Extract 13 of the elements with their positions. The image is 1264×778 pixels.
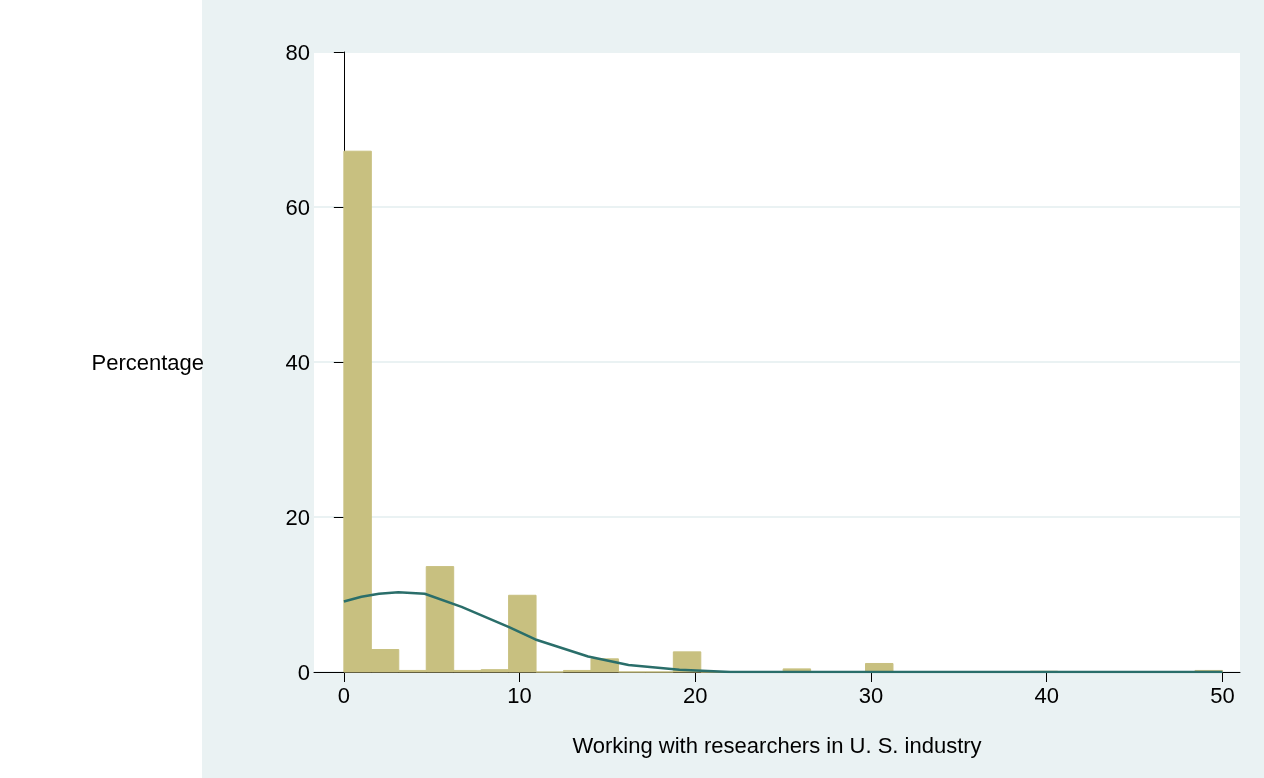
y-tick-label: 0	[297, 659, 310, 685]
y-tick-label: 20	[285, 504, 310, 530]
x-tick-label: 50	[1210, 682, 1235, 708]
y-tick-label: 60	[285, 194, 310, 220]
x-axis-title: Working with researchers in U. S. industry	[572, 732, 982, 758]
y-axis-title: Percentage	[91, 349, 204, 375]
x-tick-label: 0	[337, 682, 350, 708]
x-tick-label: 30	[858, 682, 884, 708]
x-tick-label: 20	[683, 682, 708, 708]
y-tick-label: 80	[285, 39, 310, 65]
y-tick-label: 40	[285, 349, 310, 375]
x-tick-label: 40	[1034, 682, 1059, 708]
x-tick-label: 10	[507, 682, 532, 708]
